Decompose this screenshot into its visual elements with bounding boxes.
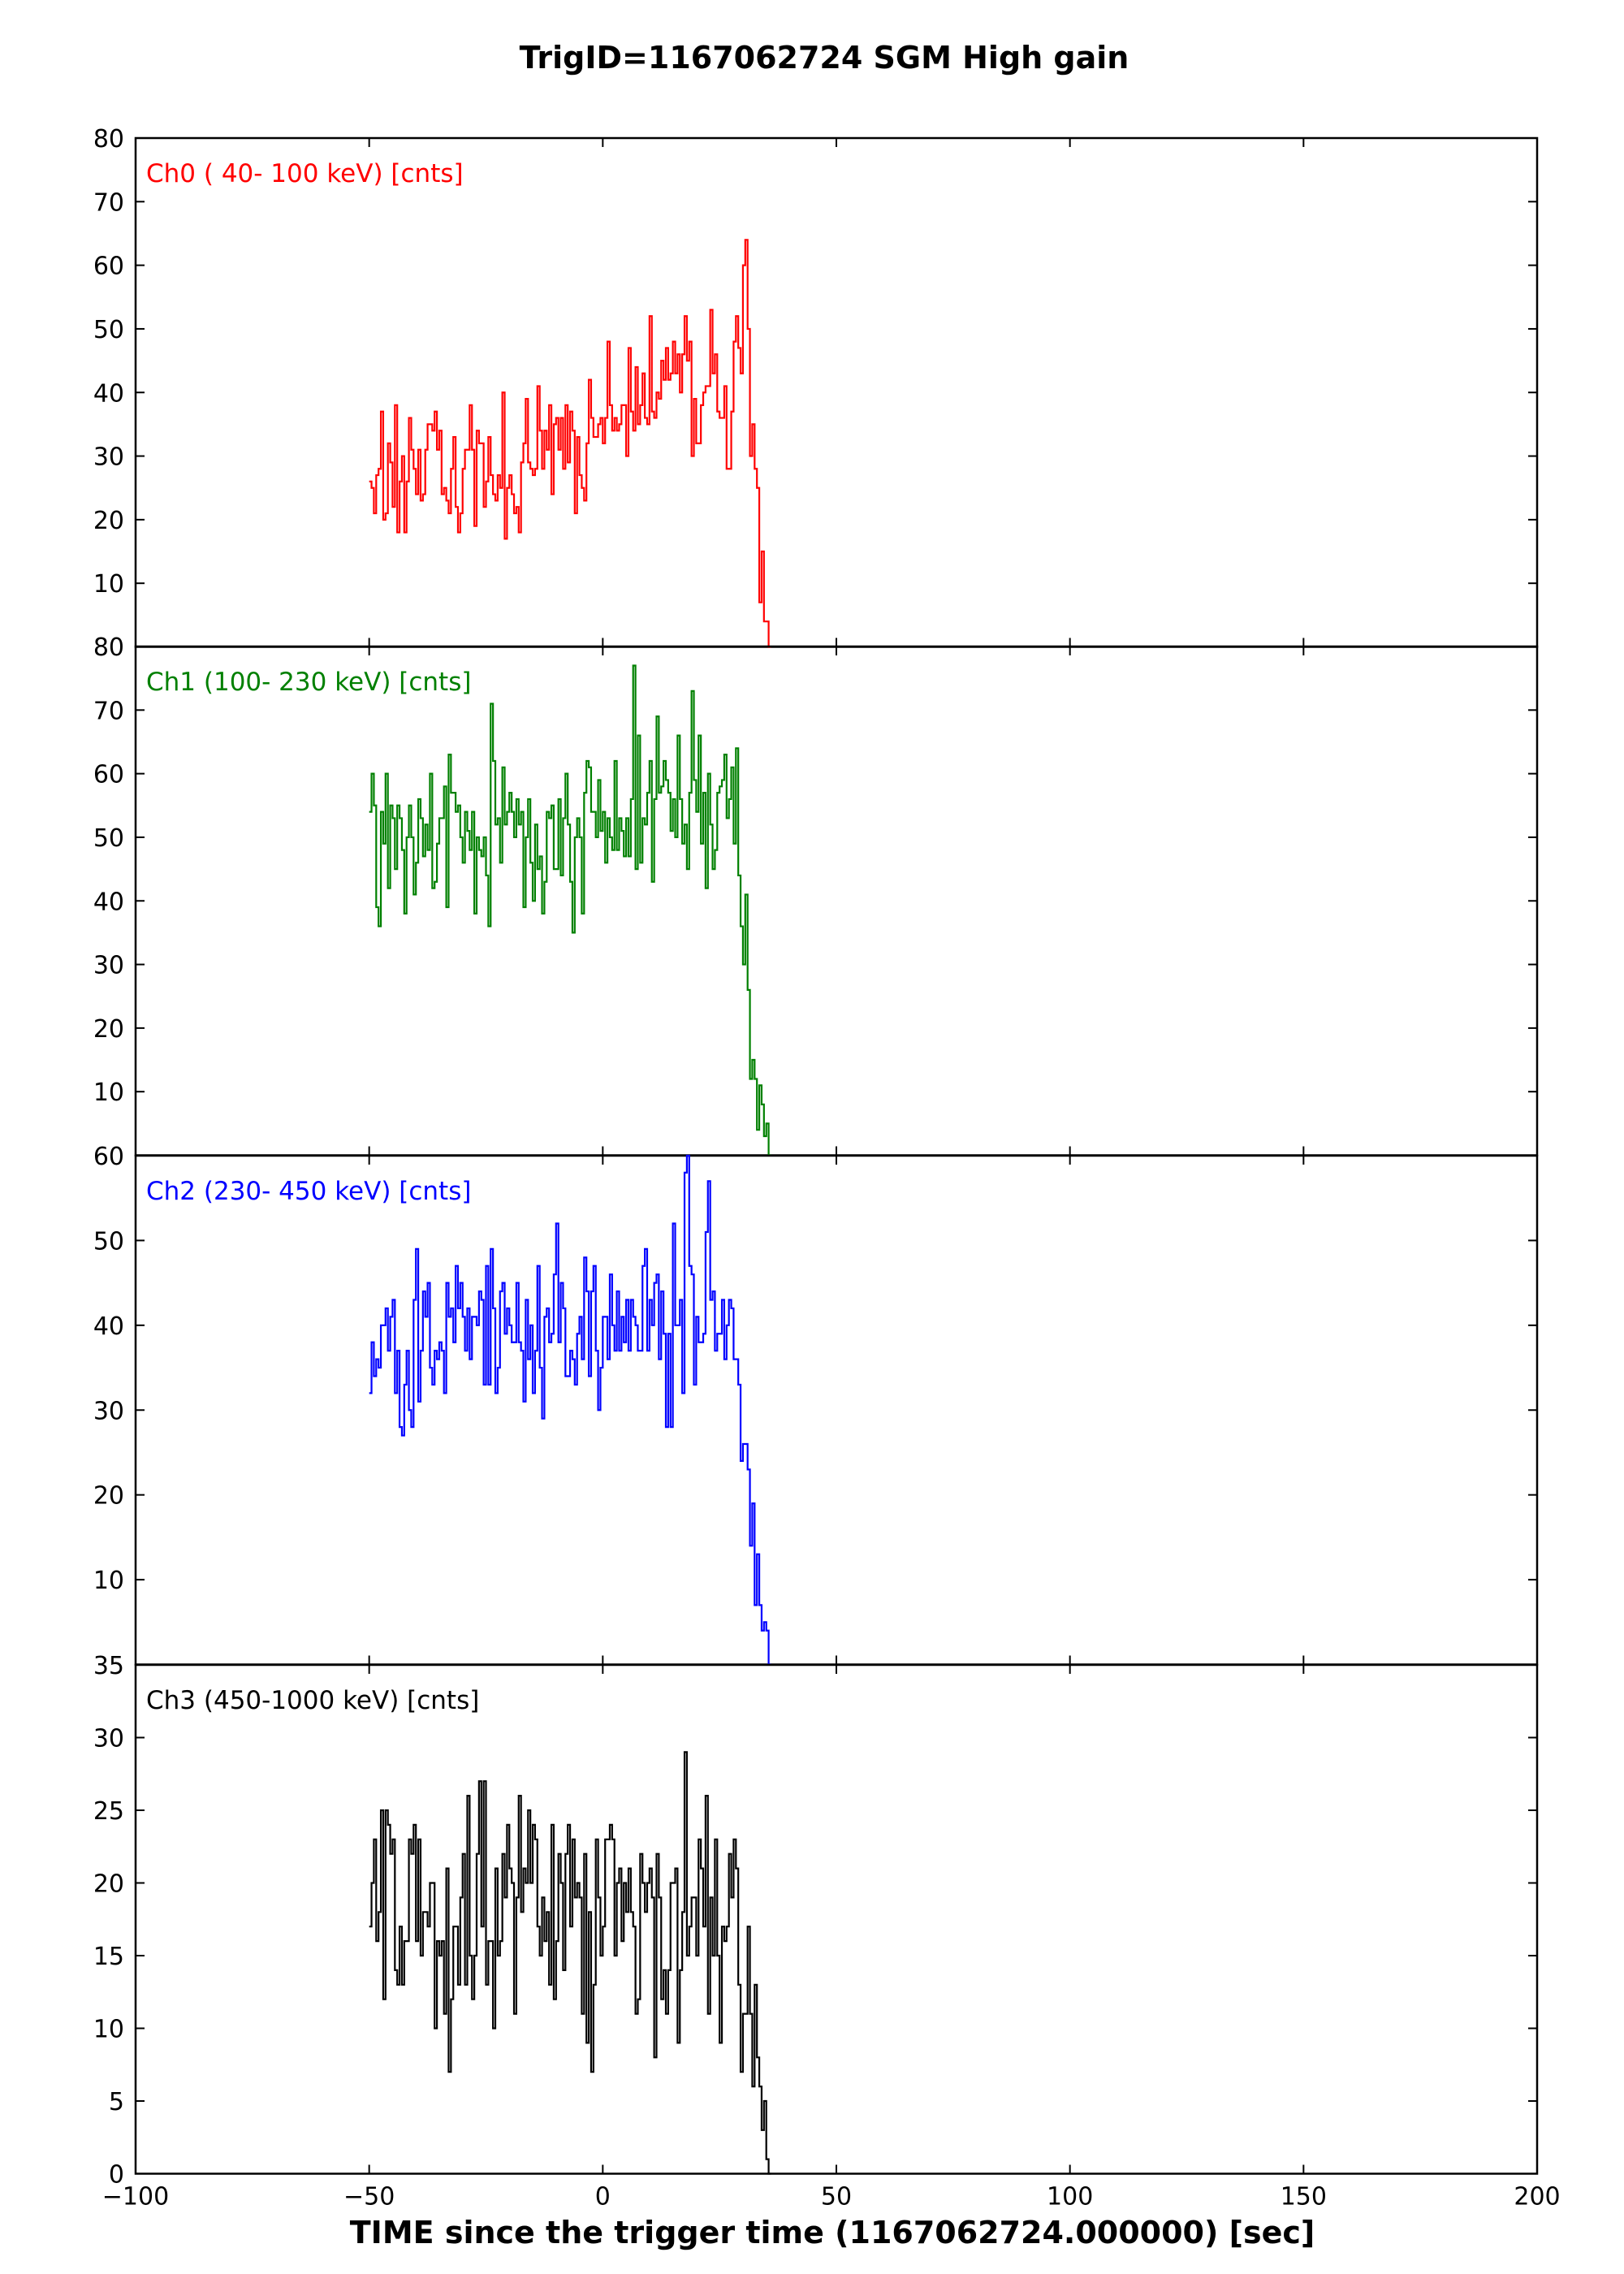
- y-tick-label: 80: [93, 633, 124, 662]
- y-tick-label: 20: [93, 507, 124, 535]
- y-tick-label: 70: [93, 188, 124, 217]
- panel-frame: [134, 136, 1539, 648]
- panel-label-2: Ch2 (230- 450 keV) [cnts]: [146, 1177, 471, 1206]
- lightcurve-series-0: [369, 239, 771, 648]
- y-tick-label: 10: [93, 570, 124, 599]
- y-tick-label: 40: [93, 888, 124, 916]
- x-tick-label: 100: [1047, 2183, 1093, 2211]
- y-tick-label: 30: [93, 952, 124, 980]
- y-tick-label: 20: [93, 1482, 124, 1511]
- y-tick-label: 60: [93, 761, 124, 789]
- lightcurve-series-2: [369, 1154, 771, 1666]
- y-tick-label: 40: [93, 379, 124, 408]
- lightcurve-series-1: [369, 664, 771, 1156]
- y-tick-label: 30: [93, 1725, 124, 1753]
- panel-1: 10 20 30 40 50 60 70 80 Ch1 (100- 230 keV) [cnts…: [93, 633, 1539, 1156]
- y-tick-label: 60: [93, 253, 124, 281]
- x-tick-label: −50: [343, 2183, 395, 2211]
- lightcurve-series-3: [369, 1751, 771, 2175]
- y-tick-label: 25: [93, 1797, 124, 1826]
- y-tick-label: 10: [93, 1079, 124, 1107]
- panel-frame: [134, 645, 1539, 1156]
- y-tick-label: 15: [93, 1943, 124, 1971]
- x-tick-label: 150: [1281, 2183, 1327, 2211]
- y-tick-label: 80: [93, 125, 124, 153]
- y-tick-label: 50: [93, 316, 124, 344]
- y-tick-label: 10: [93, 2016, 124, 2044]
- panel-frame: [134, 1663, 1539, 2175]
- x-tick-label: 50: [821, 2183, 852, 2211]
- y-tick-label: 40: [93, 1312, 124, 1341]
- x-tick-label: −100: [102, 2183, 169, 2211]
- panel-0: 10 20 30 40 50 60 70 80 Ch0 ( 40- 100 keV) [cnts…: [93, 125, 1539, 648]
- y-tick-label: 50: [93, 1227, 124, 1256]
- y-tick-label: 70: [93, 697, 124, 725]
- y-tick-label: 20: [93, 1870, 124, 1899]
- y-tick-label: 60: [93, 1143, 124, 1171]
- y-tick-label: 0: [109, 2161, 124, 2190]
- y-tick-label: 20: [93, 1015, 124, 1044]
- panel-3: 0 5 10 15 20 25 30 35 Ch3 (450-1000 keV) [cnts]: [93, 1652, 1539, 2190]
- panel-frame: [134, 1154, 1539, 1666]
- y-tick-label: 35: [93, 1652, 124, 1680]
- x-axis-label: TIME since the trigger time (1167062724.…: [350, 2215, 1315, 2250]
- y-tick-label: 10: [93, 1567, 124, 1595]
- y-tick-label: 50: [93, 824, 124, 853]
- panel-2: 10 20 30 40 50 60 Ch2 (230- 450 keV) [cnts]: [93, 1143, 1539, 1666]
- y-tick-label: 30: [93, 443, 124, 472]
- panel-label-0: Ch0 ( 40- 100 keV) [cnts]: [146, 159, 464, 188]
- panel-label-1: Ch1 (100- 230 keV) [cnts]: [146, 668, 471, 697]
- x-tick-label: 200: [1514, 2183, 1560, 2211]
- x-tick-label: 0: [595, 2183, 611, 2211]
- y-tick-label: 30: [93, 1397, 124, 1425]
- x-axis: −100 −50 0 50 100 150 200: [102, 2183, 1561, 2211]
- panel-label-3: Ch3 (450-1000 keV) [cnts]: [146, 1686, 479, 1715]
- y-tick-label: 5: [109, 2088, 124, 2116]
- chart-title: TrigID=1167062724 SGM High gain: [520, 40, 1129, 76]
